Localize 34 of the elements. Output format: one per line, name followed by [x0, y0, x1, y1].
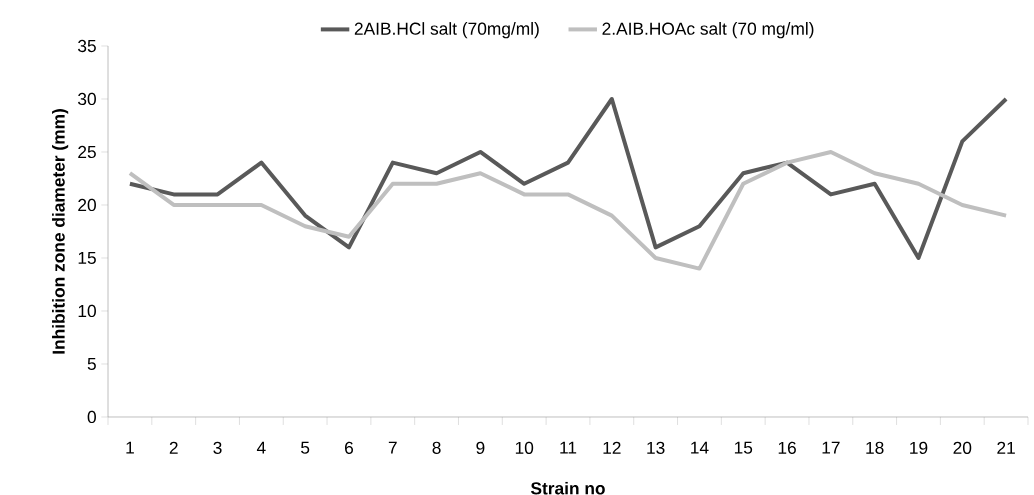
y-tick-label: 30 — [78, 92, 96, 106]
y-tick-label: 20 — [78, 198, 96, 212]
y-tick-label: 15 — [78, 251, 96, 265]
x-tick-label: 8 — [432, 441, 441, 454]
x-tick-label: 14 — [691, 441, 709, 454]
x-tick-label: 13 — [647, 441, 665, 454]
x-tick-label: 12 — [603, 441, 621, 454]
x-tick-label: 6 — [345, 441, 354, 454]
line-series — [127, 96, 1009, 260]
x-tick-label: 4 — [256, 441, 266, 454]
x-tick-label: 15 — [734, 441, 753, 454]
x-tick-label: 3 — [213, 441, 222, 454]
x-tick-label: 2 — [169, 441, 178, 454]
x-tick-label: 5 — [301, 441, 310, 454]
x-tick-label: 20 — [953, 441, 972, 454]
x-tick-label: 7 — [388, 441, 397, 454]
y-tick-label: 35 — [78, 39, 96, 53]
x-tick-label: 21 — [997, 441, 1015, 454]
y-axis-title: Inhibition zone diameter (mm) — [52, 109, 69, 354]
x-tick-label: 10 — [515, 441, 534, 454]
x-tick-label: 9 — [476, 441, 485, 454]
x-tick-label: 16 — [778, 441, 796, 454]
x-tick-label: 19 — [910, 441, 928, 454]
y-tick-label: 25 — [78, 145, 96, 159]
x-tick-label: 1 — [126, 441, 134, 454]
y-tick-label: 10 — [78, 304, 96, 318]
y-tick-label: 5 — [87, 357, 96, 371]
legend-label: 2AIB.HCl salt (70mg/ml) — [354, 22, 539, 39]
y-tick-label: 0 — [87, 410, 96, 424]
x-tick-label: 11 — [560, 441, 577, 454]
x-axis-title: Strain no — [530, 481, 605, 495]
legend-label: 2.AIB.HOAc salt (70 mg/ml) — [602, 22, 814, 39]
x-tick-label: 18 — [866, 441, 884, 454]
x-tick-label: 17 — [822, 441, 840, 454]
